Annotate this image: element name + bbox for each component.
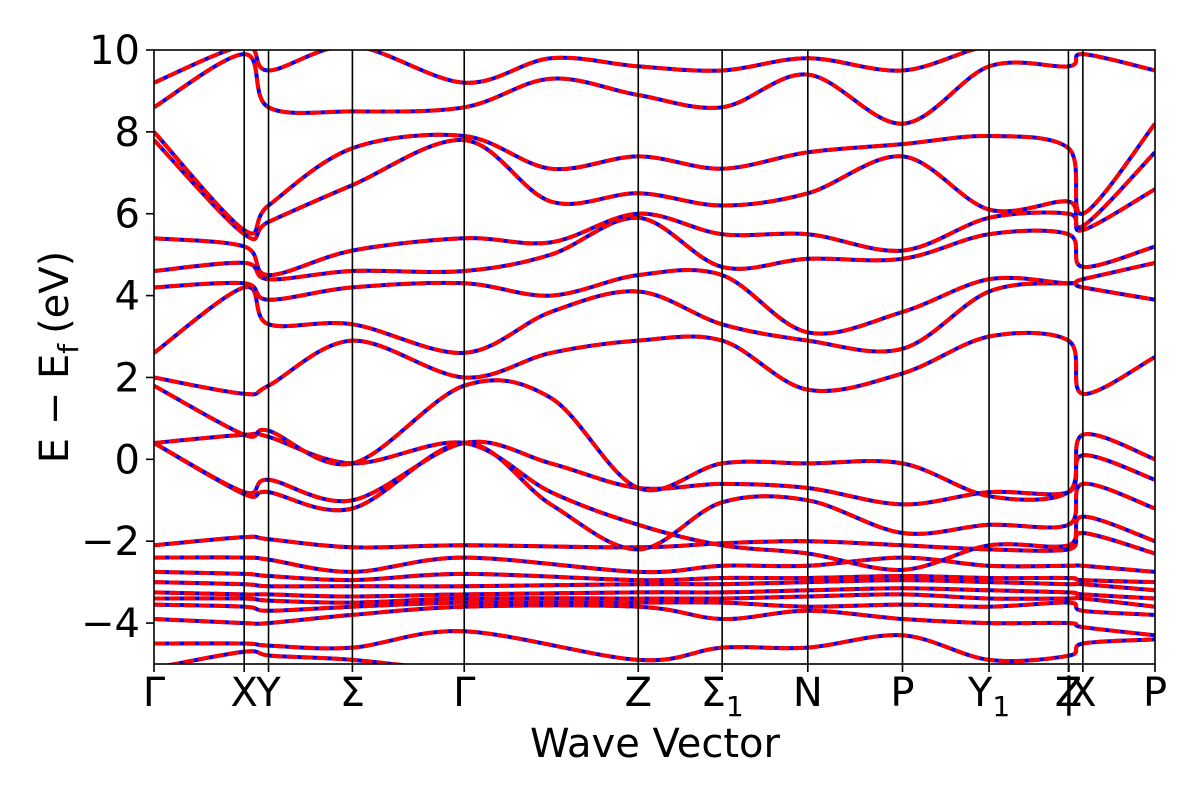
y-axis-title: E − Ef (eV): [32, 251, 85, 464]
band-line-red-dashed: [164, 649, 412, 664]
plot-frame: [153, 49, 1156, 665]
x-tick-label-main: X: [230, 670, 257, 716]
x-tick-label-main: Γ: [143, 670, 166, 716]
y-axis-title-subscript: f: [52, 343, 85, 354]
x-tick-label-main: Z: [625, 670, 652, 716]
x-tick-label: P: [1143, 670, 1167, 716]
band-line-red-dashed: [154, 281, 1155, 355]
x-tick-label-main: Y: [255, 670, 281, 716]
x-tick-label-subscript: 1: [726, 690, 744, 723]
y-tick-label: 10: [89, 28, 140, 74]
x-tick-label-main: P: [1143, 670, 1167, 716]
band-line-red-dashed: [154, 555, 1155, 575]
x-tick-label: Y: [255, 670, 281, 716]
x-tick-label: Γ: [143, 670, 166, 716]
x-tick-label-main: N: [793, 670, 823, 716]
x-tick-label: |: [1062, 670, 1075, 716]
band-line-red-dashed: [154, 330, 1155, 397]
band-line-red-dashed: [154, 600, 1155, 617]
bands-layer: [154, 50, 1155, 664]
band-line-red-dashed: [154, 569, 1155, 585]
band-line-red-dashed: [154, 578, 1155, 593]
x-tick-label: X: [1069, 670, 1096, 716]
y-axis-ticks: 10 8 6 4 2 0 −2 −4: [81, 28, 154, 647]
x-tick-label: P: [890, 670, 914, 716]
y-tick-label: 6: [115, 192, 140, 238]
y-tick-label: 2: [115, 355, 140, 401]
band-line-red-dashed: [154, 378, 1155, 502]
band-line-blue: [154, 629, 1155, 664]
band-line-red-dashed: [154, 592, 1155, 609]
x-tick-label-main: P: [890, 670, 914, 716]
x-tick-label: X: [230, 670, 257, 716]
x-tick-label: Γ: [453, 670, 476, 716]
x-tick-label-main: Σ: [340, 670, 365, 716]
x-tick-label: Σ1: [701, 670, 744, 723]
band-line-red-dashed: [154, 260, 1155, 336]
band-line-red-dashed: [154, 586, 1155, 601]
x-tick-label: Z: [1055, 670, 1082, 716]
band-line-red-dashed: [154, 138, 1155, 242]
x-axis-title: Wave Vector: [530, 721, 781, 767]
band-line-red-dashed: [154, 187, 1155, 278]
band-line-red-dashed: [154, 122, 1155, 236]
x-tick-label-main: Γ: [453, 670, 476, 716]
y-tick-label: −2: [81, 519, 140, 565]
x-tick-label-main: Z: [1055, 670, 1082, 716]
y-tick-label: 4: [115, 274, 140, 320]
band-line-red-dashed: [154, 431, 1155, 572]
x-axis-ticks: Γ XY Σ Γ Z Σ1 N P Y1 Z|X P: [143, 664, 1167, 723]
y-tick-label: 8: [115, 110, 140, 156]
x-tick-label-main: X: [1069, 670, 1096, 716]
high-symmetry-lines: [243, 50, 1084, 664]
band-line-red-dashed: [154, 52, 1155, 126]
y-tick-label: 0: [115, 437, 140, 483]
x-tick-label: Y1: [967, 670, 1010, 723]
y-axis-title-unit: (eV): [32, 251, 78, 334]
band-line-red-dashed: [154, 531, 1155, 556]
x-tick-label-main: |: [1062, 670, 1075, 716]
band-line-red-dashed: [154, 440, 1155, 552]
x-tick-label: N: [793, 670, 823, 716]
x-tick-label-subscript: 1: [992, 690, 1010, 723]
y-tick-label: −4: [81, 601, 140, 647]
x-tick-label-main: Σ: [701, 670, 726, 716]
y-axis-title-main: E − E: [32, 354, 78, 464]
band-line-red-dashed: [154, 603, 1155, 638]
band-line-red-dashed: [154, 215, 1155, 282]
x-tick-label-main: Y: [967, 670, 993, 716]
x-tick-label: Z: [625, 670, 652, 716]
x-tick-label: Σ: [340, 670, 365, 716]
